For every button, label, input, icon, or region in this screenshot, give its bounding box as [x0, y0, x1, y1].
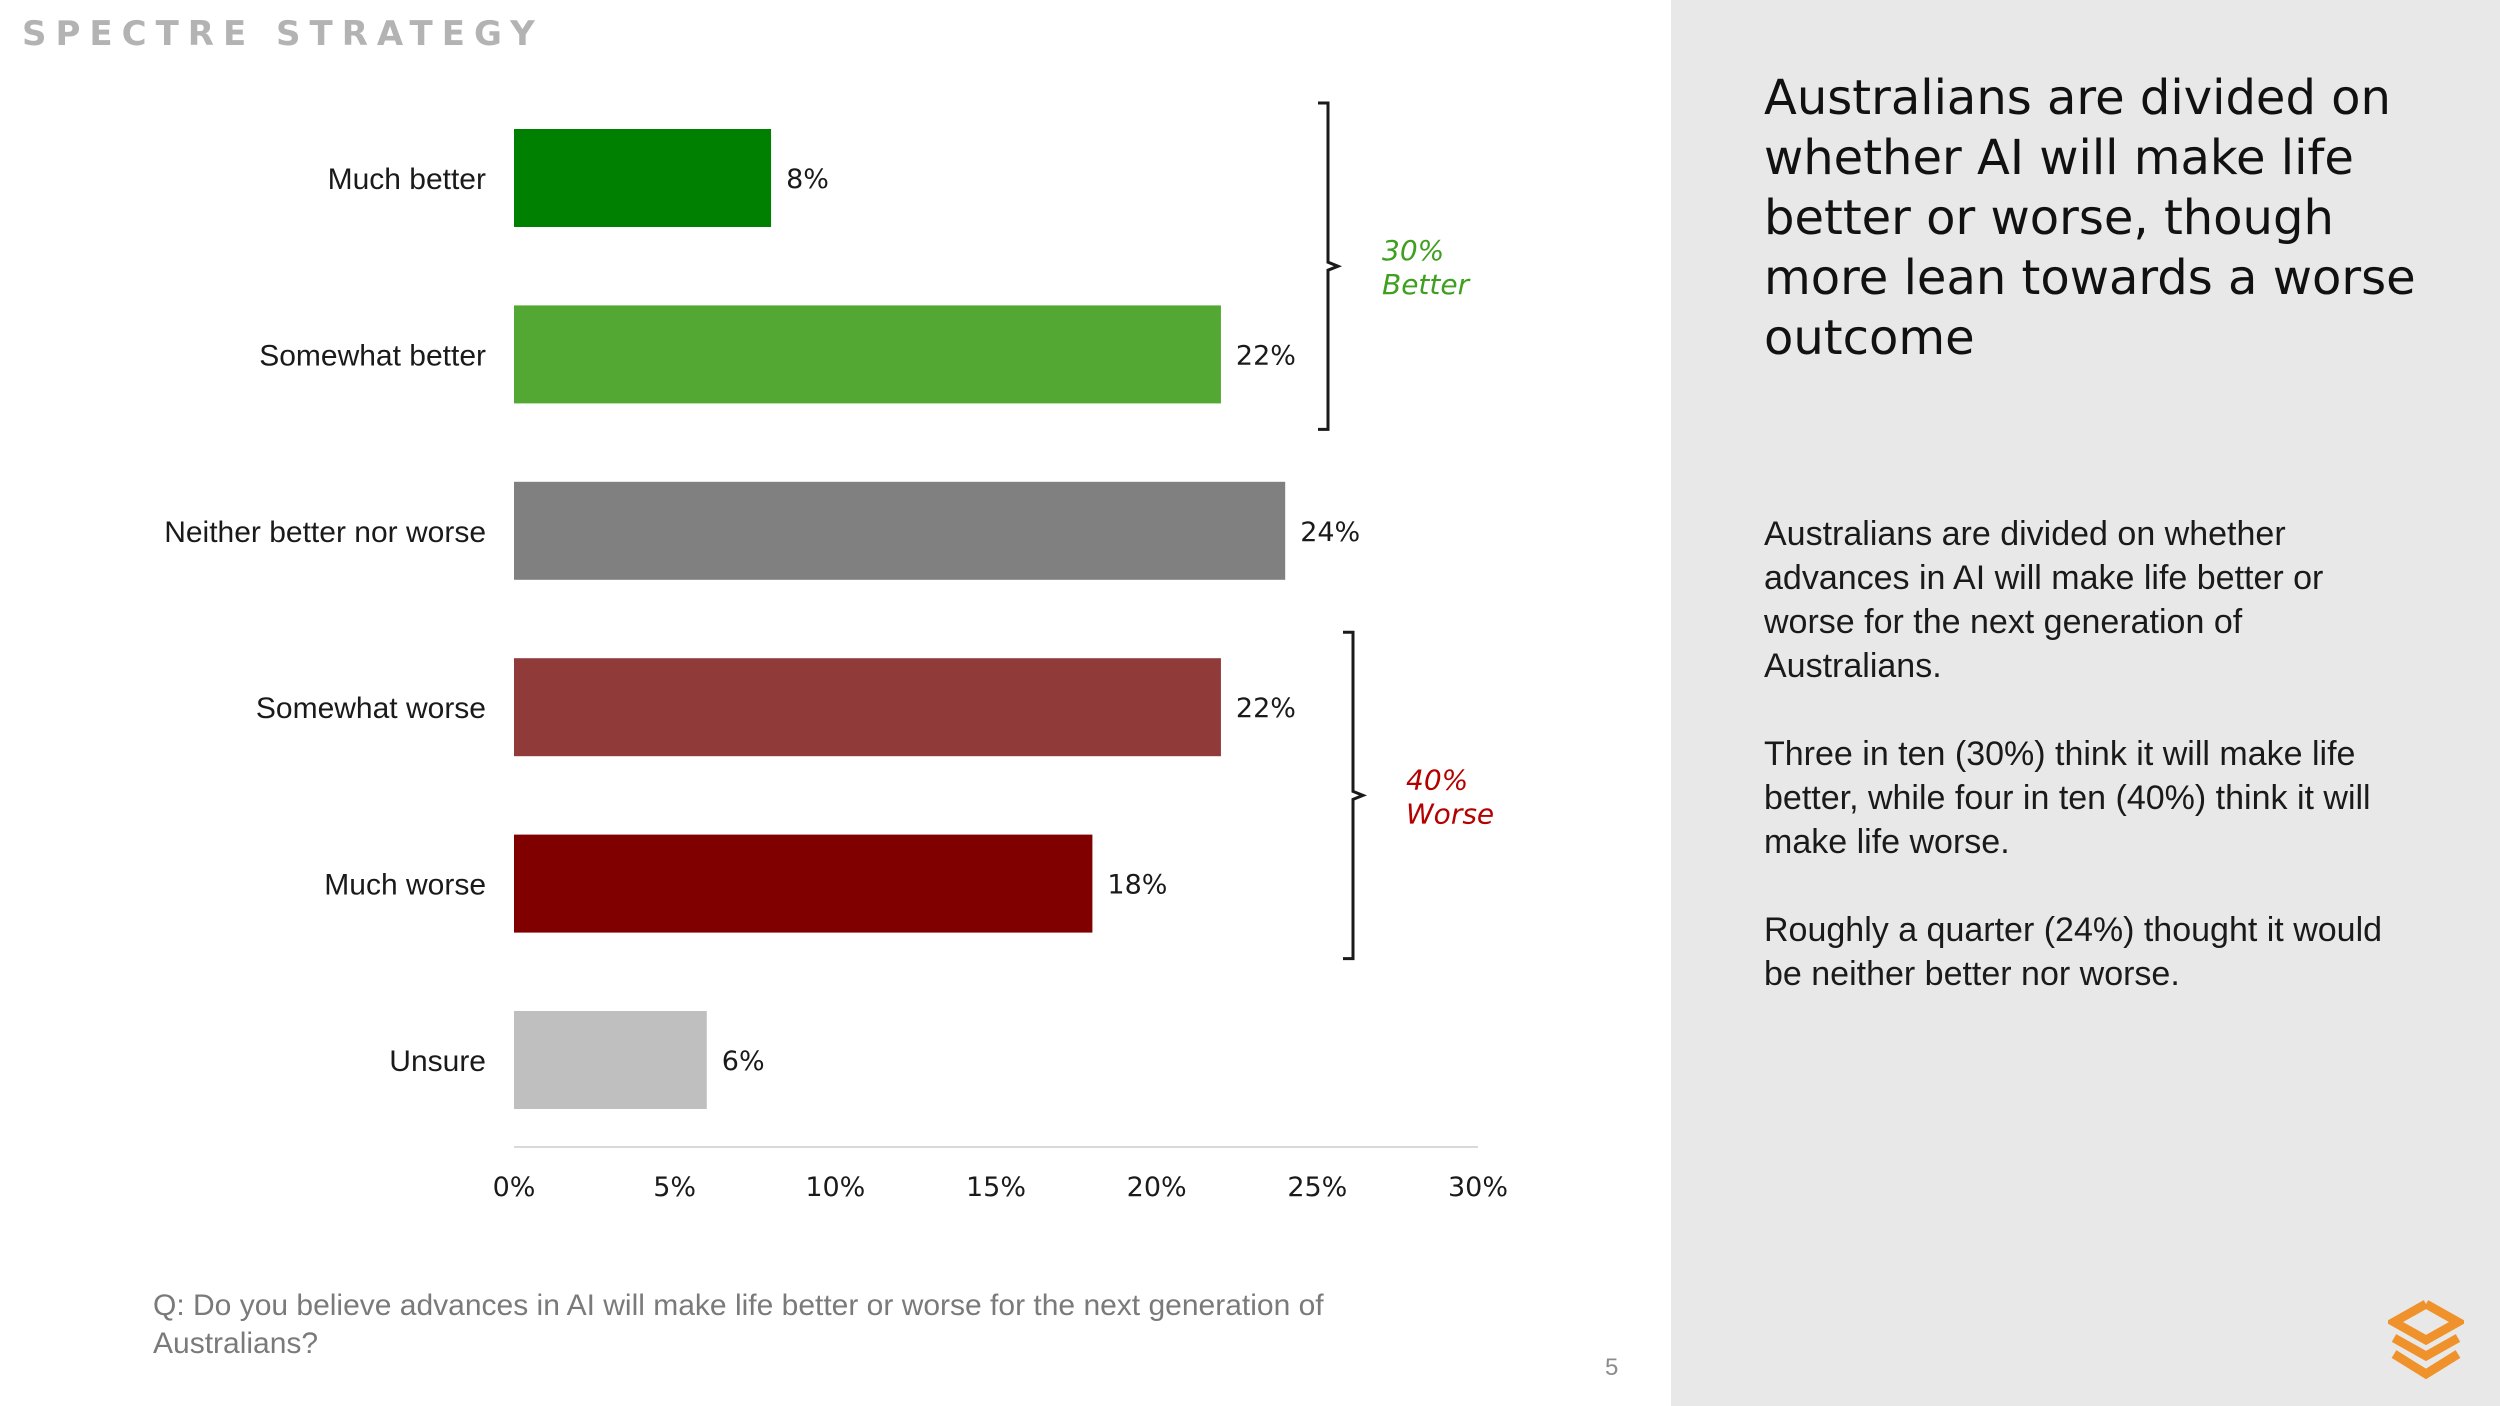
- page-number: 5: [1605, 1354, 1619, 1381]
- bar: [514, 834, 1093, 933]
- bar-chart: Much better 8% Somewhat better 22% Neither b…: [164, 101, 1508, 1203]
- data-label: 8%: [786, 164, 829, 195]
- brand-wordmark: SPECTRE STRATEGY: [22, 14, 544, 54]
- group-name-label: Better: [1382, 268, 1471, 301]
- summary-paragraph: Three in ten (30%) think it will make li…: [1764, 735, 2371, 861]
- category-label: Somewhat worse: [256, 692, 486, 725]
- data-label: 24%: [1300, 517, 1360, 548]
- x-tick-label: 30%: [1448, 1172, 1508, 1203]
- survey-question: Q: Do you believe advances in AI will ma…: [153, 1289, 1324, 1360]
- x-tick-label: 15%: [966, 1172, 1026, 1203]
- x-tick-label: 10%: [805, 1172, 865, 1203]
- x-tick-label: 5%: [653, 1172, 696, 1203]
- data-label: 6%: [722, 1046, 765, 1077]
- spectre-logo-icon: [2388, 1300, 2464, 1380]
- summary-paragraph: Roughly a quarter (24%) thought it would…: [1764, 911, 2383, 993]
- bar: [514, 1011, 707, 1109]
- bar: [514, 658, 1221, 757]
- group-percentage-label: 30%: [1382, 234, 1444, 267]
- category-label: Neither better nor worse: [164, 516, 486, 549]
- group-bracket: [1343, 630, 1368, 961]
- bar: [514, 481, 1286, 580]
- category-label: Unsure: [389, 1045, 486, 1078]
- category-label: Somewhat better: [259, 339, 486, 372]
- data-label: 18%: [1107, 870, 1167, 901]
- category-label: Much better: [328, 163, 486, 196]
- x-tick-label: 0%: [493, 1172, 536, 1203]
- group-bracket: [1318, 101, 1343, 431]
- summary-body: Australians are divided on whether advan…: [1764, 512, 2404, 1040]
- x-tick-label: 20%: [1127, 1172, 1187, 1203]
- group-percentage-label: 40%: [1406, 763, 1468, 796]
- summary-headline: Australians are divided on whether AI wi…: [1764, 70, 2416, 366]
- data-label: 22%: [1236, 693, 1296, 724]
- summary-panel: [1671, 0, 2500, 1406]
- category-label: Much worse: [324, 869, 486, 902]
- bar: [514, 305, 1221, 404]
- data-label: 22%: [1236, 340, 1296, 371]
- x-tick-label: 25%: [1287, 1172, 1347, 1203]
- summary-paragraph: Australians are divided on whether advan…: [1764, 515, 2324, 685]
- group-name-label: Worse: [1406, 797, 1494, 830]
- bar: [514, 129, 772, 227]
